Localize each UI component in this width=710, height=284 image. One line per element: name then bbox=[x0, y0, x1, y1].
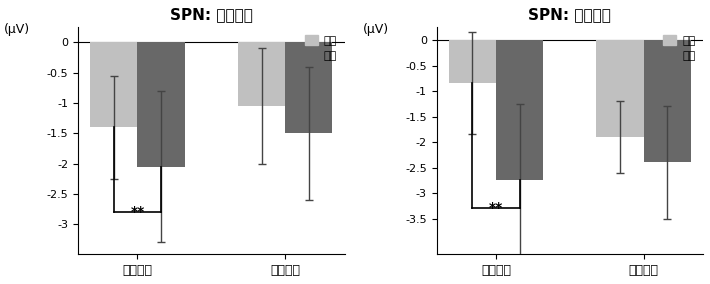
Bar bbox=[449, 40, 496, 83]
Bar bbox=[238, 42, 285, 106]
Legend: 左脳, 右脳: 左脳, 右脳 bbox=[302, 33, 339, 63]
Bar bbox=[596, 40, 644, 137]
Bar bbox=[138, 42, 185, 166]
Title: SPN: 聴覚小激: SPN: 聴覚小激 bbox=[528, 7, 611, 22]
Text: **: ** bbox=[131, 205, 145, 219]
Bar bbox=[90, 42, 138, 127]
Bar bbox=[496, 40, 543, 180]
Y-axis label: (μV): (μV) bbox=[4, 23, 30, 36]
Bar bbox=[644, 40, 691, 162]
Legend: 左脳, 右脳: 左脳, 右脳 bbox=[661, 33, 697, 63]
Text: **: ** bbox=[488, 201, 503, 214]
Y-axis label: (μV): (μV) bbox=[363, 23, 388, 36]
Title: SPN: 視覚小激: SPN: 視覚小激 bbox=[170, 7, 253, 22]
Bar bbox=[285, 42, 332, 133]
